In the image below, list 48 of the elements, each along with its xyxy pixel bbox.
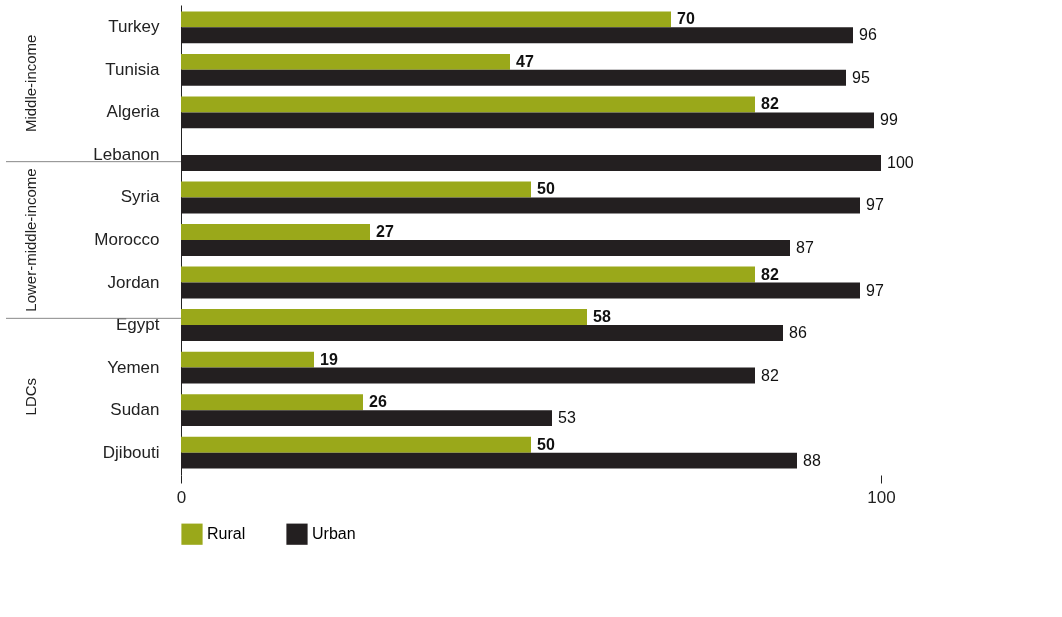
data-label: 27 <box>376 223 394 241</box>
bar <box>181 53 510 70</box>
data-label: 100 <box>887 153 914 171</box>
data-label: 50 <box>537 435 555 453</box>
data-label: 99 <box>880 111 898 129</box>
data-label: 26 <box>369 393 387 411</box>
data-label: 19 <box>320 350 338 368</box>
y-tick-label: Djibouti <box>102 442 160 462</box>
y-tick-label: Tunisia <box>105 59 161 79</box>
y-tick-label: Turkey <box>108 17 160 37</box>
data-label: 86 <box>789 324 807 342</box>
legend-label: Urban <box>312 525 356 543</box>
data-label: 96 <box>859 26 877 44</box>
bar <box>181 181 531 198</box>
bar <box>181 96 755 113</box>
data-label: 82 <box>761 95 779 113</box>
bar <box>181 11 671 28</box>
bar <box>181 266 755 283</box>
bar <box>181 394 363 411</box>
y-tick-label: Morocco <box>94 230 160 249</box>
data-label: 88 <box>803 451 821 469</box>
data-label: 97 <box>866 196 884 214</box>
data-label: 53 <box>558 409 576 427</box>
bar <box>181 351 314 368</box>
data-label: 82 <box>761 366 779 384</box>
y-tick-label: Egypt <box>116 315 160 335</box>
data-label: 50 <box>537 180 555 198</box>
y-tick-label: Sudan <box>110 400 160 420</box>
bar <box>181 436 531 453</box>
legend-label: Rural <box>207 525 246 543</box>
text: LDCs <box>22 377 39 416</box>
data-label: 70 <box>677 10 695 28</box>
data-label: 82 <box>761 265 779 283</box>
x-tick-label: 0 <box>176 487 187 507</box>
y-tick-label: Syria <box>120 187 161 207</box>
text: Lower-middle-income <box>22 168 39 312</box>
data-label: 47 <box>516 52 534 70</box>
text: Middle-income <box>22 34 39 133</box>
bar <box>181 309 587 326</box>
data-label: 87 <box>796 238 814 256</box>
y-tick-label: Algeria <box>106 102 161 122</box>
y-tick-label: Jordan <box>107 272 160 292</box>
data-label: 95 <box>852 68 870 86</box>
data-label: 58 <box>593 308 611 326</box>
y-tick-label: Lebanon <box>93 144 160 164</box>
data-label: 97 <box>866 281 884 299</box>
y-tick-label: Yemen <box>107 357 160 377</box>
bar <box>181 224 370 240</box>
